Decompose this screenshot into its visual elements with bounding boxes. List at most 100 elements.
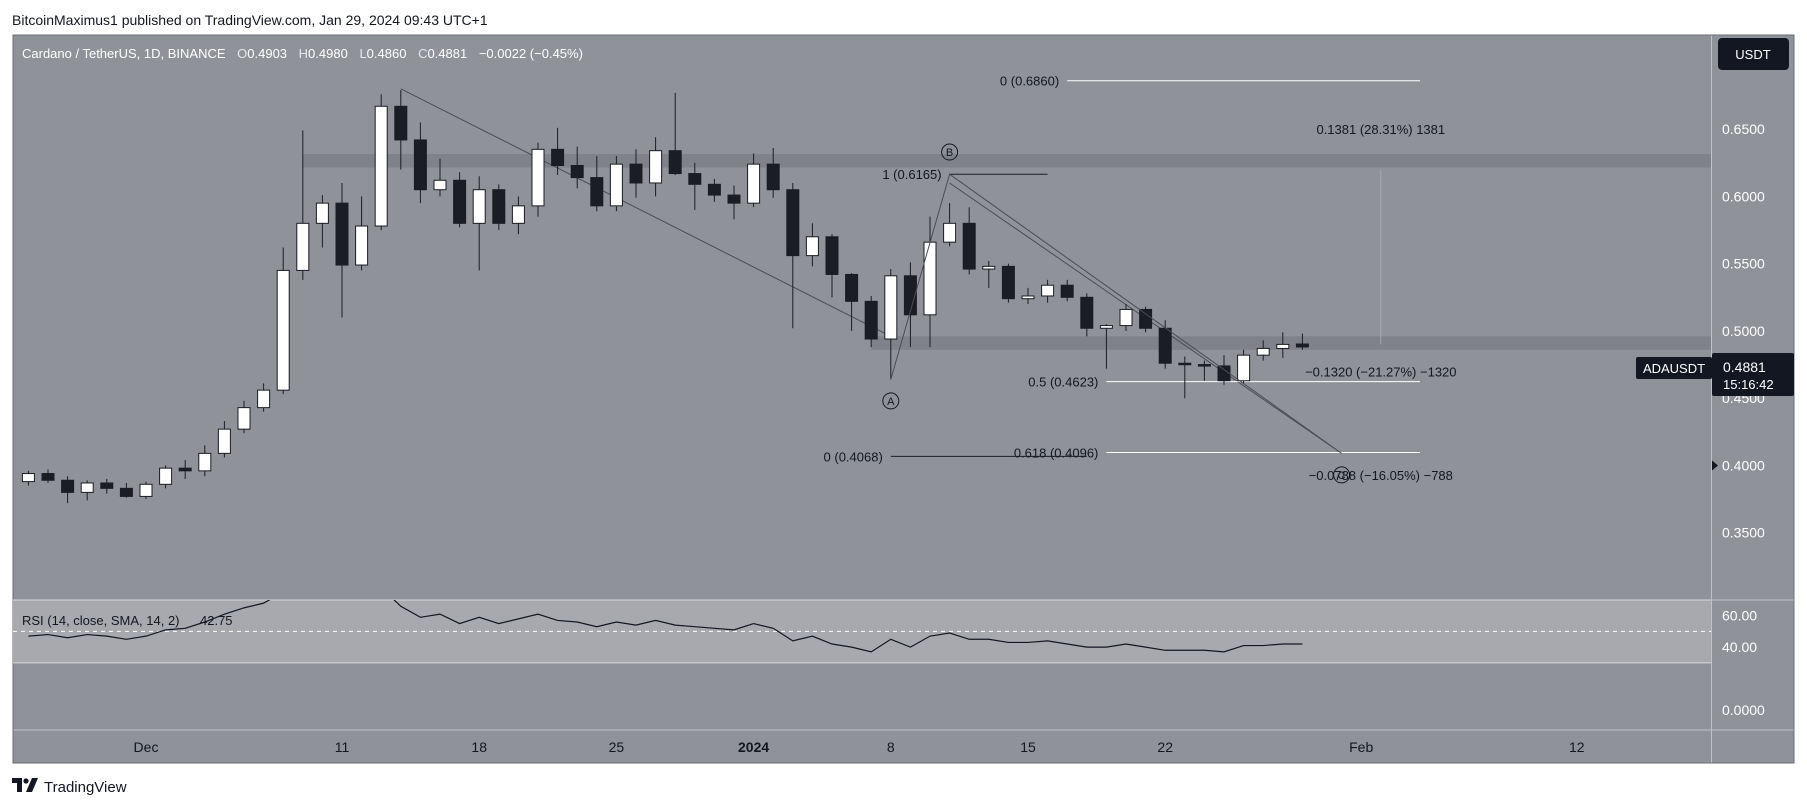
wave-label-circle: [882, 392, 900, 410]
candle: [688, 162, 702, 210]
measure-label: −0.0788 (−16.05%) −788: [1309, 468, 1453, 483]
candle-body-down: [845, 273, 859, 302]
candle: [1197, 360, 1211, 381]
candle: [747, 153, 761, 208]
x-tick-label: 11: [335, 739, 350, 755]
chart-frame: [12, 34, 1795, 764]
candle: [1099, 324, 1113, 369]
candle-body-down: [766, 163, 780, 191]
candle-body-up: [355, 225, 369, 266]
candle-body-up: [1256, 347, 1270, 356]
candle-body-down: [825, 236, 839, 275]
candle: [1021, 287, 1035, 305]
candle-body-down: [551, 148, 565, 166]
candle: [198, 445, 212, 477]
candle-body-down: [492, 189, 506, 224]
candle: [119, 482, 133, 498]
candle-body-down: [707, 183, 721, 196]
legend-l-value: 0.4860: [367, 46, 407, 61]
candle-body-up: [982, 265, 996, 270]
candle-body-up: [531, 148, 545, 207]
candle-body-down: [1217, 365, 1231, 382]
legend-h-label: H: [299, 46, 308, 61]
candle-body-down: [590, 177, 604, 207]
candle-body-up: [198, 452, 212, 472]
legend-o-label: O: [237, 46, 247, 61]
candle: [1256, 340, 1270, 361]
candle-body-up: [1041, 284, 1055, 297]
candle-body-down: [570, 164, 584, 179]
candle-body-down: [786, 189, 800, 257]
candle: [296, 130, 310, 280]
candle-body-up: [374, 105, 388, 227]
candle-body-up: [609, 163, 623, 207]
candle-body-up: [1099, 325, 1113, 329]
zone-support: [871, 336, 1711, 350]
time-axis[interactable]: [13, 730, 1711, 763]
measure-label: 0.1381 (28.31%) 1381: [1316, 122, 1445, 137]
price-tag: 0.4881 15:16:42: [1712, 353, 1794, 396]
tradingview-logo[interactable]: TradingView: [12, 778, 127, 796]
candle-body-down: [178, 467, 192, 472]
candle: [100, 478, 114, 494]
rsi-label: RSI (14, close, SMA, 14, 2): [22, 613, 180, 628]
legend-symbol: Cardano / TetherUS, 1D, BINANCE: [22, 46, 226, 61]
candle-body-down: [688, 173, 702, 185]
candle-body-up: [80, 482, 94, 493]
candle-body-up: [433, 179, 447, 191]
y-tick-label: 0.5000: [1722, 323, 1765, 339]
candle: [237, 400, 251, 434]
candle: [61, 476, 75, 504]
candle-body-down: [1197, 364, 1211, 367]
main-pane[interactable]: [13, 35, 1711, 600]
candle: [433, 158, 447, 197]
candle: [1217, 355, 1231, 385]
x-tick-label: 18: [471, 739, 487, 755]
candle: [178, 460, 192, 479]
y-tick-label: 0.3500: [1722, 525, 1765, 541]
candle: [472, 176, 486, 271]
rsi-current-value: 42.75: [200, 613, 233, 628]
price-tag-countdown: 15:16:42: [1723, 377, 1774, 392]
candle: [707, 178, 721, 202]
currency-label: USDT: [1735, 47, 1770, 62]
candle: [786, 182, 800, 329]
candle: [903, 262, 917, 348]
x-tick-label: 8: [887, 739, 895, 755]
candle: [21, 470, 35, 486]
legend-c-value: 0.4881: [427, 46, 467, 61]
x-tick-label: Feb: [1349, 739, 1373, 755]
candle: [943, 203, 957, 247]
candle: [649, 137, 663, 197]
candle: [884, 269, 898, 380]
candle: [1001, 263, 1015, 303]
candle: [1119, 304, 1133, 331]
candle: [335, 182, 349, 318]
candle: [1139, 306, 1153, 333]
candle-body-down: [1139, 308, 1153, 329]
candle: [453, 172, 467, 228]
candle-body-down: [629, 163, 643, 184]
candle: [551, 127, 565, 175]
candle: [1237, 349, 1251, 384]
candle-body-down: [413, 139, 427, 191]
candle-body-up: [1237, 354, 1251, 382]
candle: [629, 149, 643, 198]
candle: [982, 261, 996, 288]
rsi-y-tick-label: 60.00: [1722, 608, 1757, 624]
candle-body-down: [61, 479, 75, 493]
candle-body-up: [649, 150, 663, 184]
fib-label: 0 (0.4068): [824, 449, 883, 464]
candle-body-down: [1060, 284, 1074, 298]
legend-change: −0.0022 (−0.45%): [479, 46, 583, 61]
fib-label: 0.5 (0.4623): [1028, 375, 1098, 390]
currency-button[interactable]: USDT: [1718, 38, 1789, 70]
legend-h-value: 0.4980: [308, 46, 348, 61]
candle: [374, 94, 388, 231]
candle: [394, 90, 408, 170]
x-tick-label: 22: [1157, 739, 1173, 755]
price-axis[interactable]: [1712, 35, 1794, 763]
candle-body-up: [1021, 295, 1035, 300]
candle: [1080, 293, 1094, 337]
